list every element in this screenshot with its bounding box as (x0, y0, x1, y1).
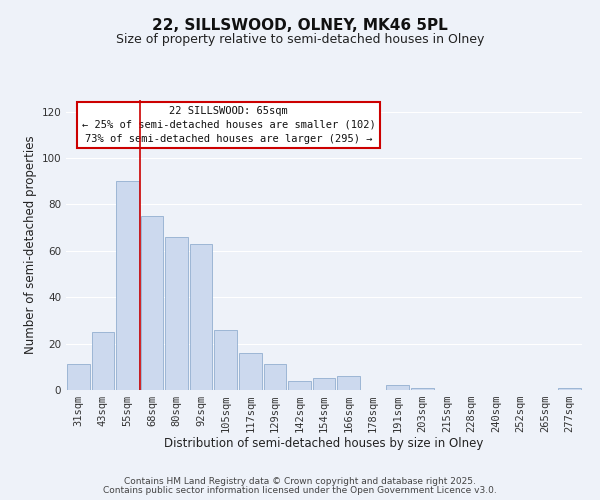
Bar (386, 386, 409, 390)
Bar (313, 378, 335, 390)
Text: 22 SILLSWOOD: 65sqm
← 25% of semi-detached houses are smaller (102)
73% of semi-: 22 SILLSWOOD: 65sqm ← 25% of semi-detach… (82, 106, 376, 144)
Bar (411, 388, 434, 390)
Bar (92, 332, 114, 390)
Text: Contains HM Land Registry data © Crown copyright and database right 2025.: Contains HM Land Registry data © Crown c… (124, 477, 476, 486)
Bar (288, 380, 311, 390)
Bar (190, 244, 212, 390)
Bar (214, 330, 237, 390)
Bar (337, 376, 360, 390)
Text: Contains public sector information licensed under the Open Government Licence v3: Contains public sector information licen… (103, 486, 497, 495)
Bar (239, 353, 262, 390)
Y-axis label: Number of semi-detached properties: Number of semi-detached properties (24, 136, 37, 354)
Bar (67, 364, 89, 390)
Bar (165, 237, 188, 390)
Bar (140, 216, 163, 390)
Bar (116, 181, 139, 390)
X-axis label: Distribution of semi-detached houses by size in Olney: Distribution of semi-detached houses by … (164, 436, 484, 450)
Bar (559, 388, 581, 390)
Text: Size of property relative to semi-detached houses in Olney: Size of property relative to semi-detach… (116, 32, 484, 46)
Text: 22, SILLSWOOD, OLNEY, MK46 5PL: 22, SILLSWOOD, OLNEY, MK46 5PL (152, 18, 448, 32)
Bar (263, 364, 286, 390)
